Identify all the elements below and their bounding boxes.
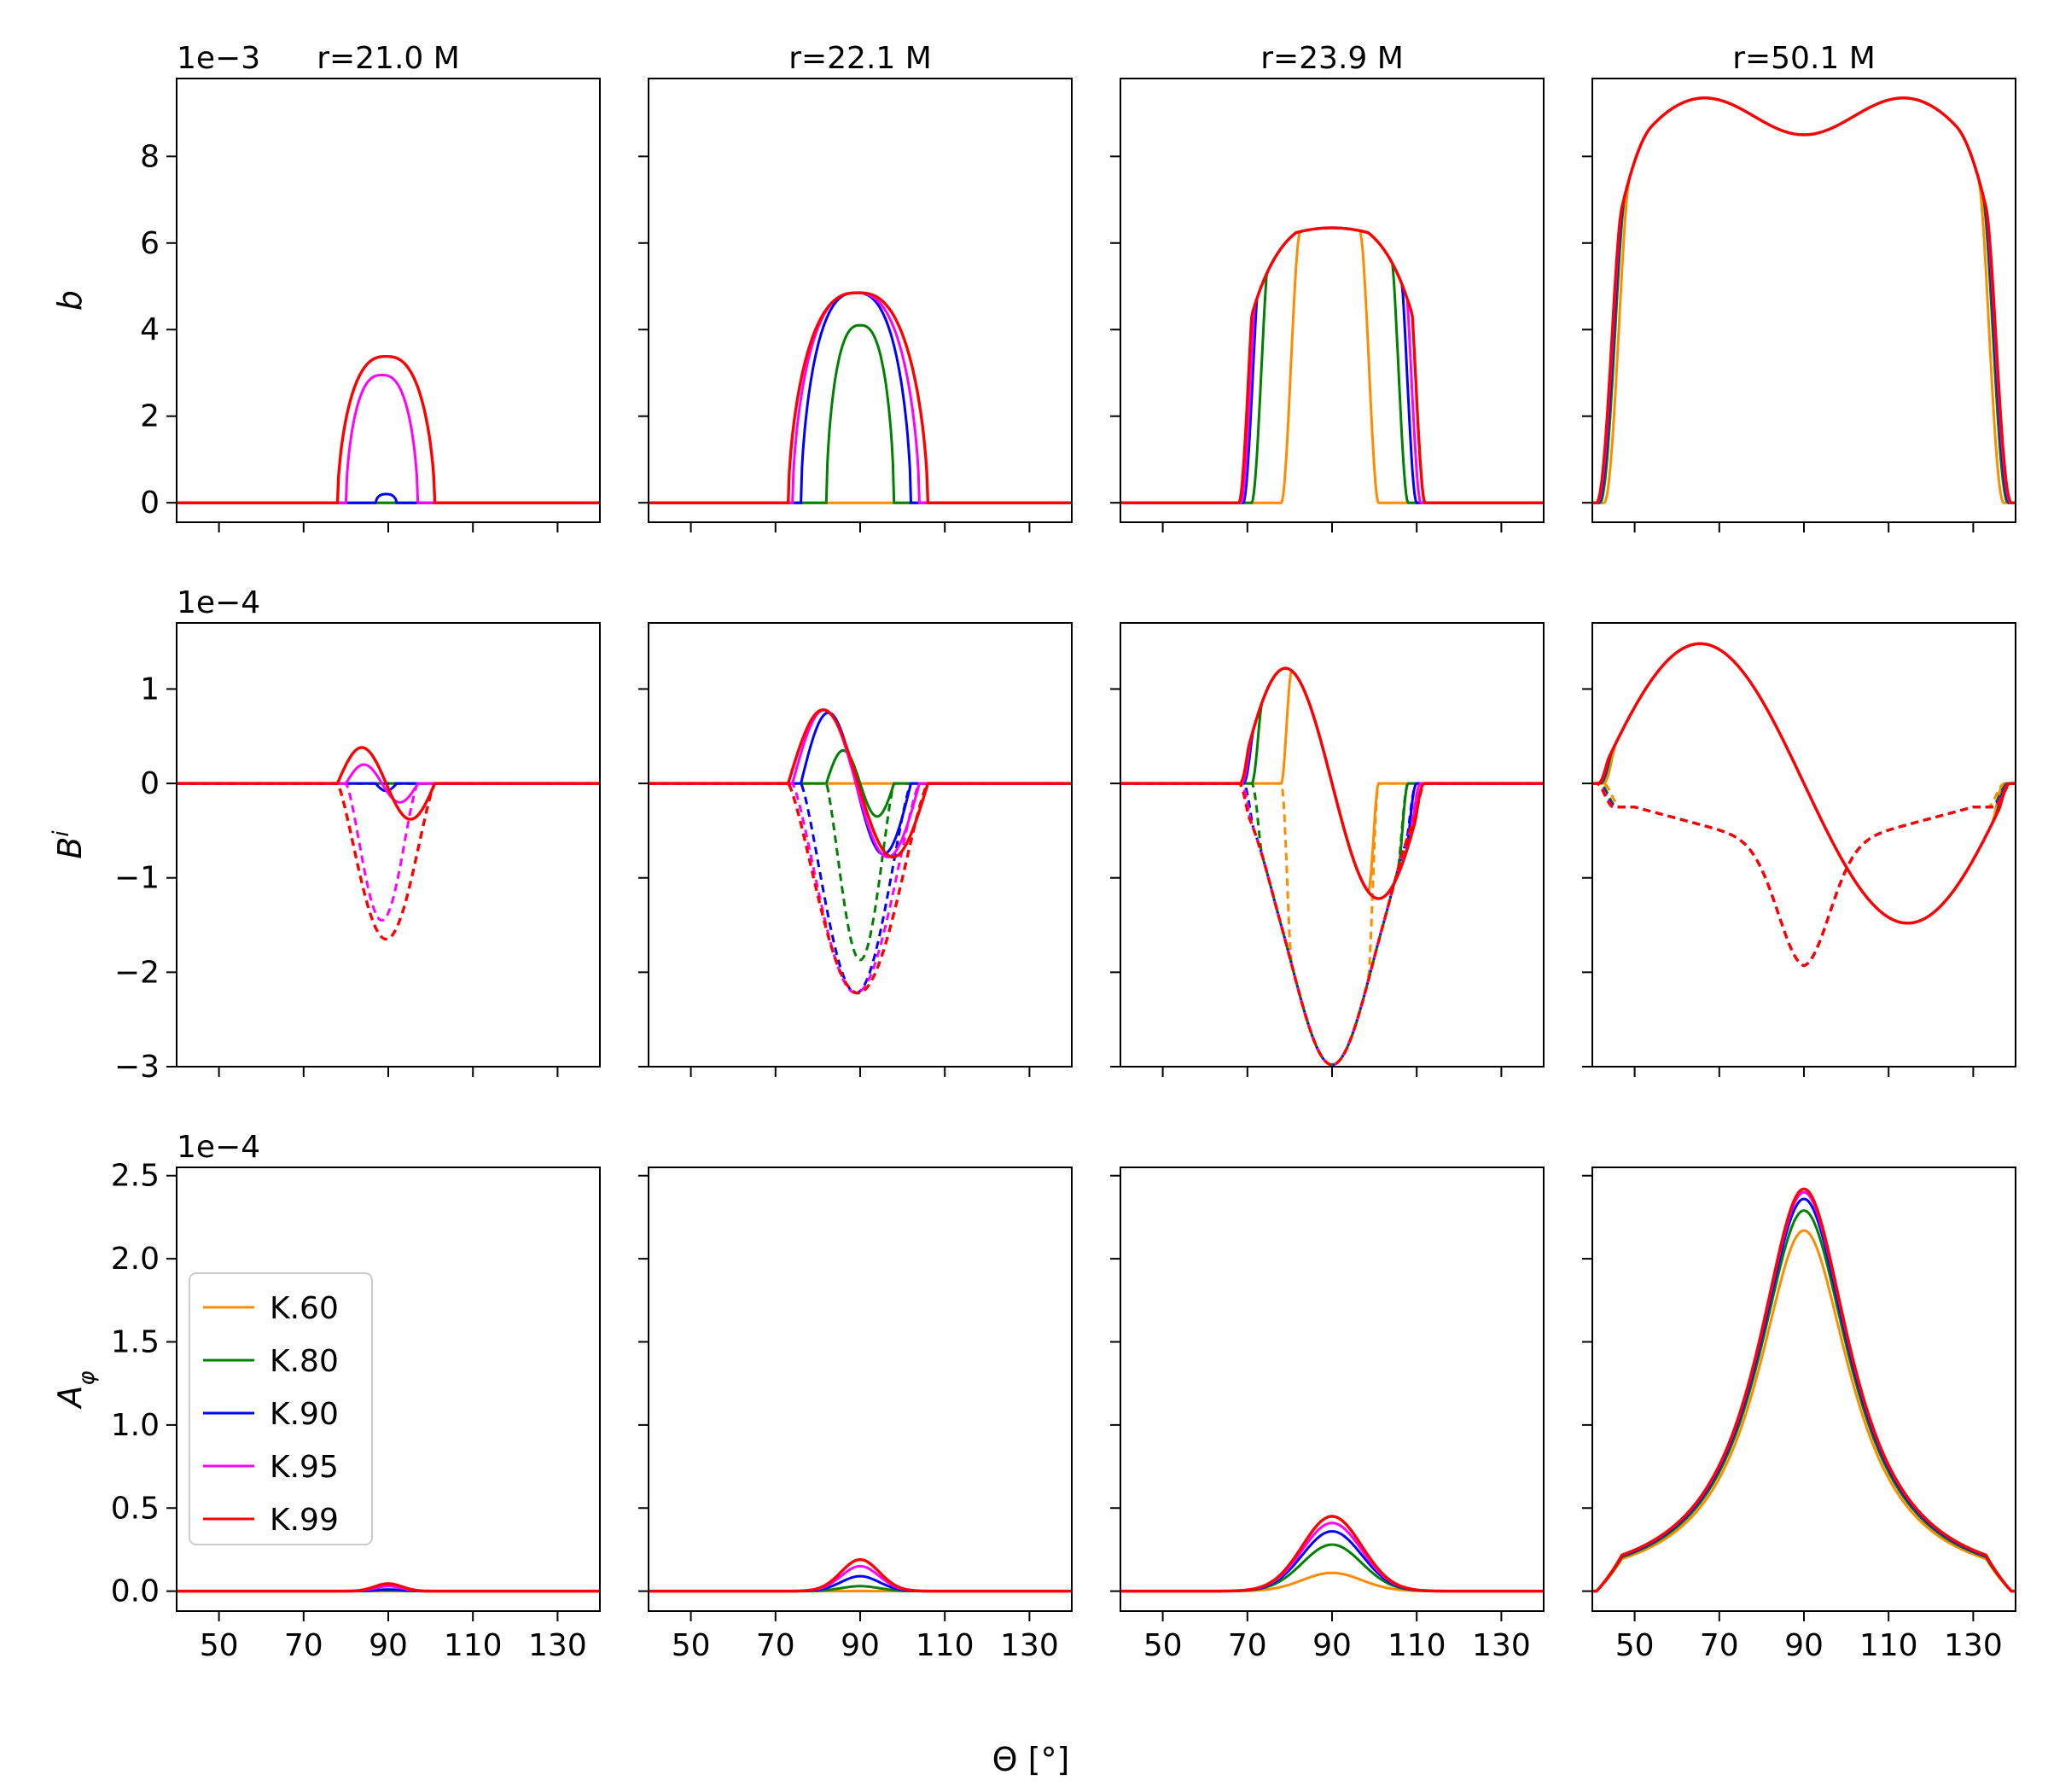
series-line-k99-dashed	[1592, 782, 2016, 968]
legend-entry: K.80	[270, 1344, 339, 1379]
x-tick-label: 90	[369, 1628, 408, 1663]
column-title: r=22.1 M	[788, 41, 932, 76]
series-group	[649, 708, 1072, 995]
x-tick-label: 90	[841, 1628, 880, 1663]
series-group	[1592, 642, 2016, 968]
series-group	[1120, 226, 1544, 504]
series-line-k99	[649, 291, 1072, 504]
x-tick-label: 130	[528, 1628, 587, 1663]
y-tick-label: 2	[140, 399, 160, 434]
y-tick-label: 0	[140, 486, 160, 521]
series-group	[177, 746, 600, 941]
series-group	[649, 1557, 1072, 1593]
series-line-k99	[1120, 226, 1544, 504]
series-line-k99	[177, 355, 600, 504]
column-title: r=50.1 M	[1732, 41, 1876, 76]
x-axis-label: Θ [°]	[992, 1741, 1070, 1778]
series-group	[1120, 1515, 1544, 1593]
series-line-k99	[1592, 642, 2016, 925]
legend-box	[189, 1272, 373, 1545]
y-tick-label: 0.5	[111, 1491, 160, 1526]
y-tick-label: 8	[140, 139, 160, 174]
panel-r1-c4: r=50.1 M	[1582, 41, 2016, 532]
legend-entry: K.60	[270, 1291, 339, 1326]
series-line-k60	[1592, 1229, 2016, 1593]
series-group	[177, 1582, 600, 1593]
legend-entry: K.90	[270, 1397, 339, 1432]
x-tick-label: 130	[1472, 1628, 1531, 1663]
panel-r2-c3	[1110, 622, 1545, 1077]
series-line-k99	[1120, 1515, 1544, 1593]
series-group	[649, 291, 1072, 504]
x-tick-label: 70	[1700, 1628, 1739, 1663]
panel-r1-c3: r=23.9 M	[1110, 41, 1545, 532]
y-axis-label: b	[51, 290, 89, 311]
series-group	[1592, 1187, 2016, 1593]
x-tick-label: 70	[1228, 1628, 1267, 1663]
y-tick-label: −3	[114, 1050, 160, 1085]
x-tick-label: 130	[1944, 1628, 2003, 1663]
x-tick-label: 50	[1143, 1628, 1183, 1663]
y-tick-label: 2.0	[111, 1242, 160, 1277]
y-tick-label: 4	[140, 312, 160, 347]
x-tick-label: 110	[444, 1628, 503, 1663]
x-tick-label: 110	[1388, 1628, 1446, 1663]
y-tick-label: 6	[140, 226, 160, 261]
panel-r3-c2: 50 70 90 110 130	[638, 1167, 1073, 1663]
y-tick-label: 1	[140, 672, 160, 707]
panel-r1-c2: r=22.1 M	[638, 41, 1073, 532]
series-line-k99	[177, 1582, 600, 1593]
x-tick-label: 70	[284, 1628, 323, 1663]
panel-r3-c4: 50 70 90 110 130	[1582, 1167, 2016, 1663]
series-line-k99	[649, 1557, 1072, 1593]
y-tick-label: 0	[140, 766, 160, 801]
x-tick-label: 90	[1312, 1628, 1352, 1663]
legend: K.60 K.80 K.90 K.95 K.99	[189, 1272, 373, 1545]
series-line-k99	[649, 708, 1072, 859]
panel-r2-c2	[638, 622, 1073, 1077]
x-tick-label: 50	[672, 1628, 711, 1663]
column-title: r=23.9 M	[1260, 41, 1404, 76]
y-offset-multiplier: 1e−4	[177, 585, 260, 620]
series-group	[177, 355, 600, 504]
y-offset-multiplier: 1e−4	[177, 1130, 260, 1165]
panel-r1-c1: 0 2 4 6 8 1e−3 b r=21.0 M	[51, 41, 601, 532]
y-tick-label: 1.5	[111, 1324, 160, 1359]
series-line-k99	[1120, 666, 1544, 900]
series-group	[1120, 666, 1544, 1067]
series-line-k99	[1592, 96, 2016, 504]
series-line-k80	[1592, 1209, 2016, 1593]
x-tick-label: 110	[916, 1628, 975, 1663]
x-tick-label: 70	[756, 1628, 795, 1663]
x-tick-label: 50	[1615, 1628, 1655, 1663]
y-tick-label: 1.0	[111, 1408, 160, 1443]
y-tick-label: −1	[114, 861, 160, 896]
x-tick-label: 130	[1000, 1628, 1059, 1663]
panel-r2-c4	[1582, 622, 2016, 1077]
column-title: r=21.0 M	[317, 41, 460, 76]
x-tick-label: 50	[200, 1628, 239, 1663]
series-line-k99	[1592, 1187, 2016, 1593]
panel-r3-c3: 50 70 90 110 130	[1110, 1167, 1545, 1663]
y-tick-label: 0.0	[111, 1574, 160, 1609]
series-line-k99	[177, 746, 600, 821]
x-tick-label: 90	[1784, 1628, 1824, 1663]
y-offset-multiplier: 1e−3	[177, 41, 260, 76]
x-tick-label: 110	[1859, 1628, 1918, 1663]
legend-entry: K.95	[270, 1450, 339, 1485]
panels: 0 2 4 6 8 1e−3 b r=21.0 M r=22.1 M r=23.9 M r=50.1…	[49, 41, 2016, 1663]
legend-entry: K.99	[270, 1503, 339, 1538]
y-tick-label: −2	[114, 955, 160, 990]
series-group	[1592, 96, 2016, 504]
y-tick-label: 2.5	[111, 1159, 160, 1194]
